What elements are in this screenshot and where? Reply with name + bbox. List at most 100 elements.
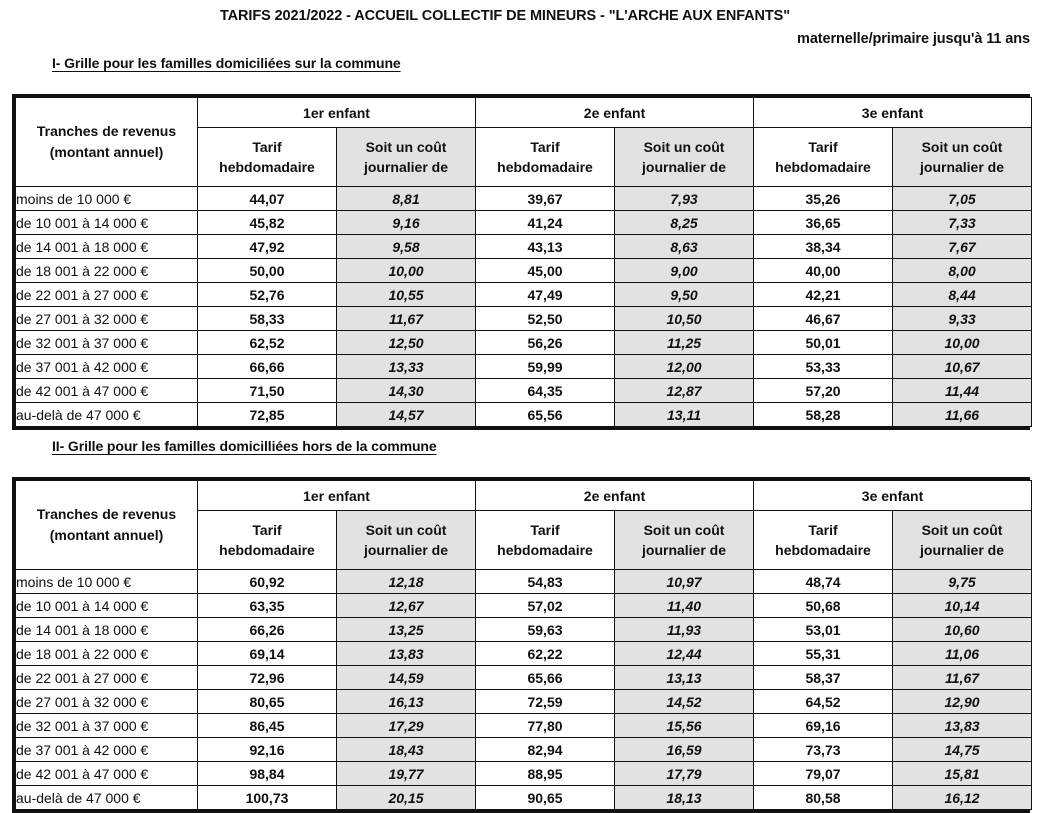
subheader-line-1: Tarif [530, 521, 560, 538]
rate-cell-child-1-weekly: 50,00 [197, 258, 337, 283]
rate-cell-child-2-daily: 9,50 [614, 282, 755, 307]
range-header-line-1: Tranches de revenus [36, 123, 177, 139]
rate-cell-child-2-weekly: 59,99 [475, 354, 616, 379]
subheader-line-1: Soit un coût [921, 521, 1003, 538]
table-head: Tranches de revenus (montant annuel) 1er… [15, 480, 1033, 570]
subheader-line-1: Soit un coût [643, 521, 725, 538]
rate-cell-child-1-weekly: 80,65 [197, 689, 337, 714]
table-row: moins de 10 000 €60,92 12,18 54,83 10,97 48,… [15, 569, 1033, 594]
income-range-cell: de 14 001 à 18 000 € [15, 234, 198, 259]
income-range-cell: de 27 001 à 32 000 € [15, 689, 198, 714]
table-row: de 22 001 à 27 000 €52,76 10,55 47,49 9,50 4… [15, 282, 1033, 307]
rate-cell-child-2-daily: 18,13 [614, 785, 755, 810]
rate-cell-child-2-daily: 11,93 [614, 617, 755, 642]
income-range-cell: de 32 001 à 37 000 € [15, 713, 198, 738]
table-row: de 27 001 à 32 000 €80,65 16,13 72,59 14,52… [15, 689, 1033, 714]
rate-cell-child-2-daily: 14,52 [614, 689, 755, 714]
rate-cell-child-1-weekly: 66,26 [197, 617, 337, 642]
rate-cell-child-3-weekly: 46,67 [753, 306, 894, 331]
subheader-line-1: Tarif [530, 138, 560, 155]
table-commune: Tranches de revenus (montant annuel) 1er… [15, 97, 1033, 427]
rate-cell-child-1-daily: 9,58 [335, 234, 477, 259]
rate-cell-child-2-weekly: 65,56 [475, 402, 616, 427]
subheader-tarif-child-2: Tarif hebdomadaire [475, 127, 616, 187]
income-range-cell: de 37 001 à 42 000 € [15, 737, 198, 762]
rate-cell-child-1-weekly: 98,84 [197, 761, 337, 786]
subheader-line-1: Soit un coût [365, 521, 447, 538]
document-subtitle: maternelle/primaire jusqu'à 11 ans [797, 31, 1030, 47]
subheader-tarif-child-1: Tarif hebdomadaire [197, 510, 337, 570]
rate-cell-child-3-daily: 14,75 [892, 737, 1033, 762]
rate-cell-child-2-weekly: 47,49 [475, 282, 616, 307]
subheader-cost-child-3: Soit un coût journalier de [892, 510, 1033, 570]
rate-cell-child-2-daily: 8,63 [614, 234, 755, 259]
rate-cell-child-2-weekly: 43,13 [475, 234, 616, 259]
rate-cell-child-2-weekly: 45,00 [475, 258, 616, 283]
rate-cell-child-1-daily: 11,67 [335, 306, 477, 331]
income-range-cell: de 18 001 à 22 000 € [15, 641, 198, 666]
rate-cell-child-2-weekly: 59,63 [475, 617, 616, 642]
table-row: de 42 001 à 47 000 €98,84 19,77 88,95 17,79… [15, 761, 1033, 786]
rate-cell-child-3-weekly: 69,16 [753, 713, 894, 738]
tariff-table-hors-commune: Tranches de revenus (montant annuel) 1er… [12, 477, 1033, 813]
rate-cell-child-3-daily: 7,33 [892, 210, 1033, 235]
table-head: Tranches de revenus (montant annuel) 1er… [15, 97, 1033, 187]
rate-cell-child-3-daily: 8,44 [892, 282, 1033, 307]
range-header-line-1: Tranches de revenus [36, 506, 177, 522]
income-range-cell: moins de 10 000 € [15, 186, 198, 211]
rate-cell-child-1-weekly: 47,92 [197, 234, 337, 259]
rate-cell-child-1-daily: 8,81 [335, 186, 477, 211]
rate-cell-child-2-daily: 10,50 [614, 306, 755, 331]
rate-cell-child-3-weekly: 50,01 [753, 330, 894, 355]
rate-cell-child-1-daily: 12,50 [335, 330, 477, 355]
rate-cell-child-1-daily: 14,30 [335, 378, 477, 403]
section-heading-commune: I- Grille pour les familles domiciliées … [52, 55, 401, 71]
subheader-line-2: hebdomadaire [497, 542, 593, 558]
header-row-subheads: Tarif hebdomadaire Soit un coût journali… [16, 127, 1033, 187]
rate-cell-child-1-daily: 13,83 [335, 641, 477, 666]
rate-cell-child-3-daily: 11,67 [892, 665, 1033, 690]
rate-cell-child-2-daily: 17,79 [614, 761, 755, 786]
header-row-groups: Tranches de revenus (montant annuel) 1er… [15, 97, 1033, 187]
table-row: de 32 001 à 37 000 €62,52 12,50 56,26 11,25… [15, 330, 1033, 355]
subheader-line-2: journalier de [363, 159, 449, 175]
income-range-cell: au-delà de 47 000 € [15, 402, 198, 427]
subheader-line-1: Tarif [252, 138, 282, 155]
rate-cell-child-2-weekly: 54,83 [475, 569, 616, 594]
rate-cell-child-2-daily: 12,00 [614, 354, 755, 379]
subheader-tarif-child-1: Tarif hebdomadaire [197, 127, 337, 187]
rate-cell-child-3-daily: 10,60 [892, 617, 1033, 642]
income-range-cell: de 10 001 à 14 000 € [15, 210, 198, 235]
rate-cell-child-2-weekly: 52,50 [475, 306, 616, 331]
group-header-child-1: 1er enfant [196, 97, 477, 128]
rate-cell-child-1-daily: 12,67 [335, 593, 477, 618]
rate-cell-child-3-daily: 11,44 [892, 378, 1033, 403]
rate-cell-child-2-daily: 16,59 [614, 737, 755, 762]
rate-cell-child-2-weekly: 39,67 [475, 186, 616, 211]
rate-cell-child-2-daily: 9,00 [614, 258, 755, 283]
rate-cell-child-2-weekly: 77,80 [475, 713, 616, 738]
rate-cell-child-3-weekly: 35,26 [753, 186, 894, 211]
table-hors-commune: Tranches de revenus (montant annuel) 1er… [15, 480, 1033, 810]
table-row: de 37 001 à 42 000 €92,16 18,43 82,94 16,59… [15, 737, 1033, 762]
rate-cell-child-3-daily: 8,00 [892, 258, 1033, 283]
rate-cell-child-3-weekly: 38,34 [753, 234, 894, 259]
rate-cell-child-3-daily: 9,33 [892, 306, 1033, 331]
rate-cell-child-1-daily: 17,29 [335, 713, 477, 738]
rate-cell-child-1-daily: 19,77 [335, 761, 477, 786]
rate-cell-child-2-weekly: 65,66 [475, 665, 616, 690]
rate-cell-child-2-daily: 7,93 [614, 186, 755, 211]
income-range-cell: de 10 001 à 14 000 € [15, 593, 198, 618]
income-range-cell: de 42 001 à 47 000 € [15, 378, 198, 403]
rate-cell-child-2-weekly: 90,65 [475, 785, 616, 810]
rate-cell-child-3-daily: 7,67 [892, 234, 1033, 259]
rate-cell-child-3-weekly: 80,58 [753, 785, 894, 810]
rate-cell-child-1-daily: 18,43 [335, 737, 477, 762]
rate-cell-child-1-weekly: 45,82 [197, 210, 337, 235]
rate-cell-child-3-weekly: 53,01 [753, 617, 894, 642]
rate-cell-child-1-daily: 13,33 [335, 354, 477, 379]
rate-cell-child-3-weekly: 53,33 [753, 354, 894, 379]
rate-cell-child-3-daily: 13,83 [892, 713, 1033, 738]
rate-cell-child-2-daily: 13,13 [614, 665, 755, 690]
rate-cell-child-3-weekly: 36,65 [753, 210, 894, 235]
